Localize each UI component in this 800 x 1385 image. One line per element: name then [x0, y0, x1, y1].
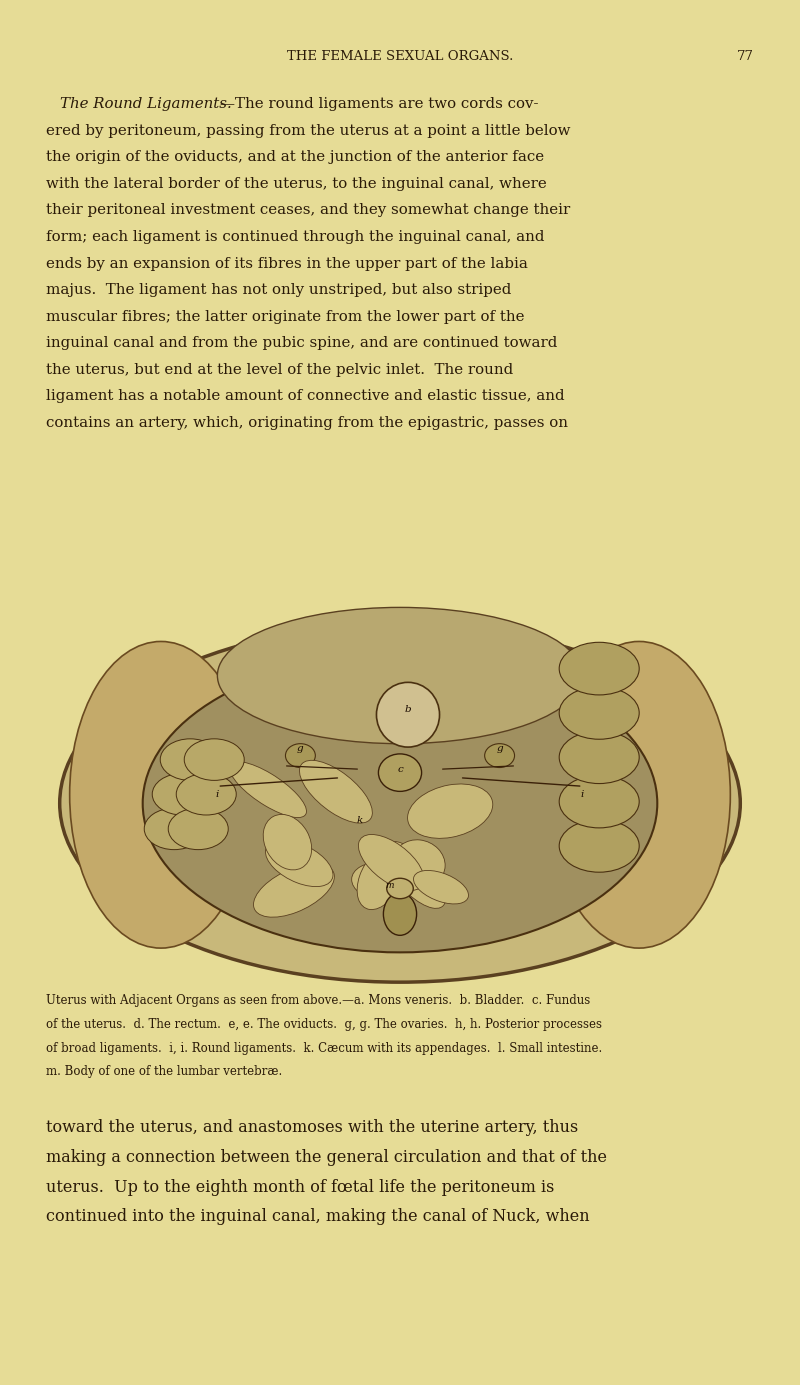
Ellipse shape: [384, 842, 446, 909]
Text: b: b: [405, 705, 411, 715]
Ellipse shape: [559, 643, 639, 695]
Ellipse shape: [218, 608, 582, 744]
Text: the uterus, but end at the level of the pelvic inlet.  The round: the uterus, but end at the level of the …: [46, 363, 514, 377]
Ellipse shape: [485, 744, 514, 767]
Ellipse shape: [286, 744, 315, 767]
Ellipse shape: [60, 625, 740, 982]
Text: muscular fibres; the latter originate from the lower part of the: muscular fibres; the latter originate fr…: [46, 310, 525, 324]
Ellipse shape: [383, 893, 417, 935]
Text: of the uterus.  d. The rectum.  e, e. The oviducts.  g, g. The ovaries.  h, h. P: of the uterus. d. The rectum. e, e. The …: [46, 1018, 602, 1030]
Text: m: m: [386, 881, 394, 889]
Text: inguinal canal and from the pubic spine, and are continued toward: inguinal canal and from the pubic spine,…: [46, 337, 558, 350]
Ellipse shape: [144, 807, 204, 849]
Ellipse shape: [176, 773, 236, 814]
Text: form; each ligament is continued through the inguinal canal, and: form; each ligament is continued through…: [46, 230, 545, 244]
Ellipse shape: [230, 762, 306, 817]
Text: Uterus with Adjacent Organs as seen from above.—a. Mons veneris.  b. Bladder.  c: Uterus with Adjacent Organs as seen from…: [46, 994, 590, 1007]
Text: of broad ligaments.  i, i. Round ligaments.  k. Cæcum with its appendages.  l. S: of broad ligaments. i, i. Round ligament…: [46, 1042, 602, 1054]
Text: uterus.  Up to the eighth month of fœtal life the peritoneum is: uterus. Up to the eighth month of fœtal …: [46, 1179, 554, 1195]
Text: THE FEMALE SEXUAL ORGANS.: THE FEMALE SEXUAL ORGANS.: [287, 50, 513, 62]
Text: making a connection between the general circulation and that of the: making a connection between the general …: [46, 1150, 607, 1166]
Text: with the lateral border of the uterus, to the inguinal canal, where: with the lateral border of the uterus, t…: [46, 177, 547, 191]
Ellipse shape: [358, 835, 424, 891]
Ellipse shape: [184, 738, 244, 780]
Ellipse shape: [378, 753, 422, 791]
Ellipse shape: [357, 846, 404, 910]
Ellipse shape: [168, 807, 228, 849]
Ellipse shape: [559, 776, 639, 828]
Ellipse shape: [548, 641, 730, 949]
Ellipse shape: [254, 864, 334, 917]
Text: ligament has a notable amount of connective and elastic tissue, and: ligament has a notable amount of connect…: [46, 389, 565, 403]
Ellipse shape: [407, 784, 493, 838]
Text: m. Body of one of the lumbar vertebræ.: m. Body of one of the lumbar vertebræ.: [46, 1065, 282, 1078]
Ellipse shape: [263, 814, 312, 870]
Text: —The round ligaments are two cords cov-: —The round ligaments are two cords cov-: [220, 97, 538, 111]
Ellipse shape: [386, 878, 414, 899]
Text: their peritoneal investment ceases, and they somewhat change their: their peritoneal investment ceases, and …: [46, 204, 570, 217]
Text: contains an artery, which, originating from the epigastric, passes on: contains an artery, which, originating f…: [46, 416, 568, 431]
Text: ends by an expansion of its fibres in the upper part of the labia: ends by an expansion of its fibres in th…: [46, 256, 528, 270]
Ellipse shape: [299, 760, 372, 823]
Text: Fig. 47.: Fig. 47.: [371, 626, 429, 640]
Text: i: i: [216, 791, 219, 799]
Text: the origin of the oviducts, and at the junction of the anterior face: the origin of the oviducts, and at the j…: [46, 150, 545, 165]
Ellipse shape: [152, 773, 212, 814]
Ellipse shape: [414, 870, 469, 904]
Ellipse shape: [160, 738, 220, 780]
Text: k: k: [357, 816, 363, 825]
Text: continued into the inguinal canal, making the canal of Nuck, when: continued into the inguinal canal, makin…: [46, 1208, 590, 1226]
Ellipse shape: [142, 654, 658, 953]
Ellipse shape: [394, 839, 445, 886]
Text: a: a: [395, 648, 405, 662]
Ellipse shape: [266, 841, 333, 886]
Text: majus.  The ligament has not only unstriped, but also striped: majus. The ligament has not only unstrip…: [46, 283, 512, 298]
Text: ered by peritoneum, passing from the uterus at a point a little below: ered by peritoneum, passing from the ute…: [46, 123, 571, 137]
Text: g: g: [496, 744, 503, 753]
Text: c: c: [397, 765, 403, 774]
Text: g: g: [297, 744, 304, 753]
Ellipse shape: [559, 731, 639, 784]
Ellipse shape: [377, 683, 439, 747]
Ellipse shape: [70, 641, 252, 949]
Ellipse shape: [559, 687, 639, 740]
Text: 77: 77: [737, 50, 754, 62]
Ellipse shape: [559, 820, 639, 873]
Text: The Round Ligaments.: The Round Ligaments.: [60, 97, 232, 111]
Text: toward the uterus, and anastomoses with the uterine artery, thus: toward the uterus, and anastomoses with …: [46, 1119, 578, 1136]
Ellipse shape: [352, 863, 411, 900]
Text: i: i: [581, 791, 584, 799]
